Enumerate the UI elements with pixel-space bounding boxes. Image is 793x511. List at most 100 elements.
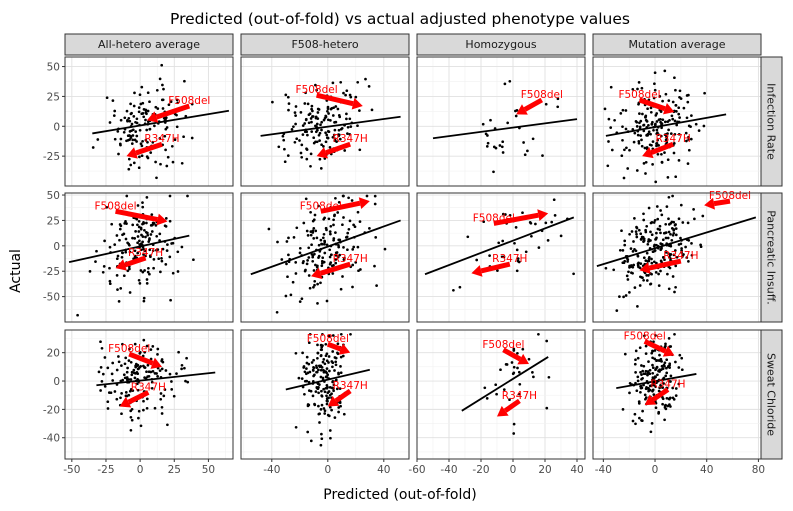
scatter-point <box>553 214 557 217</box>
scatter-point <box>91 146 95 149</box>
scatter-point <box>665 358 669 362</box>
annotation-label: R347H <box>333 380 368 392</box>
scatter-point <box>142 253 145 256</box>
scatter-point <box>628 266 631 269</box>
scatter-point <box>333 139 337 142</box>
annotation-arrow-head <box>311 267 323 280</box>
scatter-point <box>309 164 312 168</box>
scatter-point <box>313 402 316 406</box>
scatter-point <box>126 366 129 370</box>
scatter-point <box>652 128 655 132</box>
scatter-point <box>687 260 690 263</box>
scatter-point <box>105 205 109 209</box>
scatter-point <box>345 117 348 121</box>
scatter-point <box>331 114 335 117</box>
scatter-point <box>312 237 316 240</box>
scatter-point <box>516 366 519 370</box>
scatter-point <box>352 245 356 249</box>
scatter-point <box>134 365 138 369</box>
scatter-point <box>149 233 153 236</box>
scatter-point <box>320 128 323 132</box>
scatter-point <box>303 130 307 134</box>
scatter-point <box>663 133 667 137</box>
scatter-point <box>633 286 637 289</box>
scatter-point <box>373 264 376 268</box>
scatter-point <box>320 261 324 265</box>
scatter-point <box>310 361 314 364</box>
scatter-point <box>334 363 338 367</box>
scatter-point <box>358 220 362 223</box>
scatter-point <box>316 107 320 111</box>
scatter-point <box>485 397 489 400</box>
annotation-arrow-shaft <box>127 390 150 405</box>
scatter-point <box>674 88 677 92</box>
scatter-point <box>116 130 120 133</box>
scatter-point <box>282 138 286 142</box>
scatter-point <box>518 392 521 396</box>
scatter-point <box>309 230 313 233</box>
scatter-point <box>320 437 324 441</box>
scatter-point <box>172 394 176 398</box>
scatter-point <box>644 369 648 373</box>
scatter-point <box>703 91 706 95</box>
scatter-point <box>351 285 354 289</box>
scatter-point <box>285 240 289 243</box>
scatter-point <box>106 366 110 370</box>
scatter-point <box>160 367 164 371</box>
scatter-point <box>139 269 143 272</box>
scatter-point <box>674 285 677 289</box>
scatter-point <box>148 127 152 131</box>
scatter-point <box>185 356 188 360</box>
annotation-label: R347H <box>333 133 368 145</box>
scatter-point <box>317 256 320 259</box>
scatter-point <box>294 122 297 126</box>
scatter-point <box>183 79 186 83</box>
scatter-point <box>603 107 607 111</box>
annotation-arrow-shaft <box>334 388 352 403</box>
scatter-point <box>159 392 163 395</box>
scatter-point <box>136 251 140 255</box>
x-tick-label: 50 <box>202 464 215 476</box>
y-tick-label: 25 <box>47 91 60 103</box>
scatter-point <box>675 255 679 259</box>
scatter-point <box>143 350 147 354</box>
scatter-point <box>122 274 126 278</box>
scatter-point <box>88 270 92 273</box>
scatter-point <box>512 422 516 426</box>
scatter-point <box>346 248 349 252</box>
scatter-point <box>138 243 142 246</box>
scatter-point <box>119 143 122 147</box>
scatter-point <box>192 258 195 262</box>
y-tick-label: 20 <box>47 348 60 360</box>
scatter-point <box>621 261 625 265</box>
scatter-point <box>320 120 324 124</box>
annotation-arrow-head <box>316 147 329 159</box>
scatter-point <box>631 419 635 423</box>
scatter-point <box>106 407 110 410</box>
y-tick-label: 0 <box>53 241 60 253</box>
scatter-point <box>514 226 518 229</box>
scatter-point <box>667 128 670 132</box>
annotation-label: F508del <box>624 330 666 342</box>
scatter-point <box>310 120 313 124</box>
panel-border <box>592 329 762 460</box>
scatter-point <box>655 359 659 362</box>
scatter-point <box>655 112 659 115</box>
annotation-arrow-shaft <box>319 261 351 276</box>
scatter-point <box>161 83 164 87</box>
x-tick-label: 80 <box>752 464 765 476</box>
scatter-point <box>650 123 654 126</box>
row-strips: Infection Rate Pancreatic Insuff. Sweat Ch… <box>760 56 783 460</box>
scatter-point <box>138 239 141 243</box>
scatter-point <box>358 109 361 112</box>
scatter-point <box>169 298 172 302</box>
scatter-point <box>309 117 313 120</box>
panels: F508del R347H F508del R347H F508del F508del R3… <box>64 56 762 460</box>
annotation-label: R347H <box>502 390 537 402</box>
scatter-point <box>145 282 149 285</box>
scatter-point <box>310 130 314 133</box>
scatter-point <box>298 300 302 303</box>
scatter-point <box>373 194 377 198</box>
scatter-point <box>127 157 131 161</box>
scatter-point <box>312 218 316 222</box>
